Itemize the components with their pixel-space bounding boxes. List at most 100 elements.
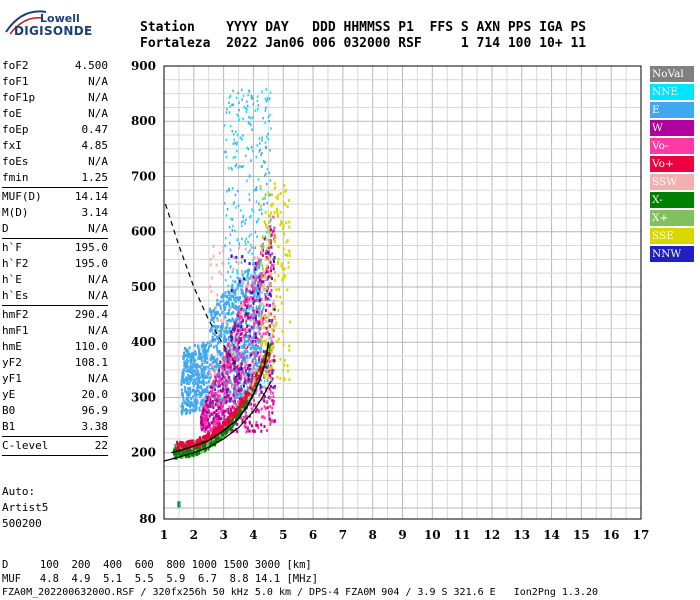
echo-point [234, 386, 237, 390]
y-tick-label: 300 [131, 390, 156, 404]
echo-point [257, 322, 260, 326]
echo-point [228, 375, 231, 379]
echo-point [227, 387, 230, 391]
param-value: N/A [88, 91, 108, 104]
echo-point [247, 121, 250, 125]
echo-point [283, 275, 286, 279]
echo-point [257, 340, 260, 344]
echo-point [260, 391, 263, 395]
echo-point [265, 372, 268, 376]
param-name: hmE [2, 340, 22, 353]
echo-point [195, 377, 198, 381]
echo-point [277, 308, 280, 312]
echo-point [200, 375, 203, 379]
echo-point [249, 397, 252, 401]
echo-point [250, 291, 253, 295]
echo-point [219, 438, 222, 442]
echo-point [237, 343, 240, 347]
echo-point [265, 100, 268, 103]
echo-point [200, 451, 203, 455]
echo-point [223, 370, 226, 374]
echo-point [215, 416, 218, 420]
echo-point [258, 258, 261, 262]
echo-point [240, 221, 243, 224]
echo-point [242, 343, 245, 347]
echo-point [241, 328, 244, 332]
echo-point [184, 388, 187, 392]
x-tick-label: 9 [398, 528, 406, 542]
echo-point [215, 306, 218, 310]
echo-point [192, 381, 195, 385]
echo-point [230, 217, 232, 221]
echo-point [222, 374, 225, 378]
echo-point [225, 326, 228, 330]
echo-point [209, 263, 212, 267]
param-value: N/A [88, 222, 108, 235]
echo-point [234, 398, 237, 402]
echo-point [240, 291, 243, 295]
echo-point [243, 298, 246, 302]
echo-point [271, 346, 274, 350]
echo-point [227, 374, 230, 378]
echo-point [236, 365, 239, 369]
echo-point [257, 426, 260, 430]
echo-point [233, 298, 236, 302]
echo-point [250, 353, 253, 357]
echo-point [237, 115, 240, 118]
param-value: 22 [94, 439, 108, 452]
echo-point [264, 235, 267, 238]
echo-point [258, 150, 261, 153]
echo-point [284, 203, 287, 207]
echo-point [221, 397, 224, 401]
echo-point [197, 349, 200, 353]
echo-point [195, 445, 198, 449]
echo-point [263, 202, 265, 206]
echo-point [183, 360, 186, 364]
echo-point [228, 96, 231, 99]
echo-point [206, 399, 209, 403]
echo-point [271, 307, 274, 311]
echo-point [185, 348, 188, 352]
echo-point [250, 277, 253, 281]
echo-point [175, 451, 178, 455]
echo-point [230, 417, 233, 421]
echo-point [263, 275, 265, 278]
echo-point [241, 88, 243, 92]
y-tick-label: 400 [131, 335, 156, 349]
echo-point [207, 372, 210, 376]
echo-point [241, 316, 244, 320]
echo-point [267, 325, 270, 329]
echo-point [239, 296, 242, 300]
echo-point [232, 327, 235, 331]
echo-point [215, 374, 218, 378]
echo-point [243, 372, 246, 376]
param-value: N/A [88, 155, 108, 168]
echo-point [234, 388, 237, 392]
echo-point [226, 356, 229, 360]
echo-point [210, 289, 213, 293]
echo-point [271, 368, 274, 372]
echo-point [226, 107, 228, 111]
legend-item-ssw: SSW [650, 174, 694, 190]
echo-point [187, 395, 190, 399]
echo-point [177, 446, 180, 450]
echo-point [208, 385, 211, 389]
echo-point [222, 299, 225, 303]
echo-point [265, 320, 268, 324]
echo-point [236, 415, 239, 419]
echo-point [189, 386, 192, 390]
echo-point [210, 382, 213, 386]
echo-point [231, 187, 234, 190]
echo-point [229, 275, 232, 278]
echo-point [225, 388, 228, 392]
echo-point [262, 349, 265, 353]
echo-point [224, 315, 227, 319]
echo-point [260, 165, 263, 169]
echo-point [245, 110, 248, 114]
echo-point [284, 189, 287, 193]
echo-point [210, 343, 213, 347]
echo-point [221, 261, 224, 265]
echo-point [234, 343, 237, 347]
echo-point [202, 382, 205, 386]
echo-point [242, 94, 245, 98]
